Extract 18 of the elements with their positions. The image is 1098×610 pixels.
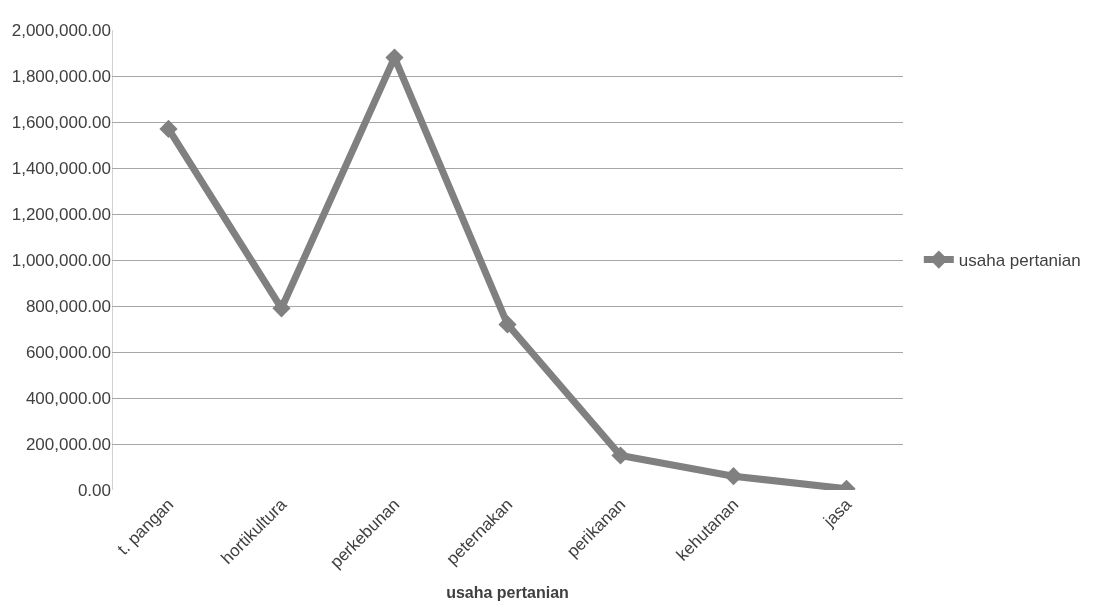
y-tick-label: 600,000.00 bbox=[25, 342, 111, 362]
y-tick-label: 200,000.00 bbox=[25, 434, 111, 454]
y-tick-label: 2,000,000.00 bbox=[11, 20, 111, 40]
y-tick-label: 1,000,000.00 bbox=[11, 250, 111, 270]
x-axis-title: usaha pertanian bbox=[446, 583, 569, 601]
y-tick-label: 1,800,000.00 bbox=[11, 66, 111, 86]
y-tick-label: 1,400,000.00 bbox=[11, 158, 111, 178]
point bbox=[611, 446, 630, 465]
point bbox=[498, 315, 517, 334]
y-tick-label: 0.00 bbox=[77, 480, 111, 500]
point bbox=[272, 299, 291, 318]
y-tick-label: 1,600,000.00 bbox=[11, 112, 111, 132]
point bbox=[159, 119, 178, 138]
legend-label: usaha pertanian bbox=[958, 251, 1081, 271]
y-tick-label: 1,200,000.00 bbox=[11, 204, 111, 224]
point bbox=[385, 48, 404, 67]
y-tick-label: 400,000.00 bbox=[25, 388, 111, 408]
y-tick-label: 800,000.00 bbox=[25, 296, 111, 316]
